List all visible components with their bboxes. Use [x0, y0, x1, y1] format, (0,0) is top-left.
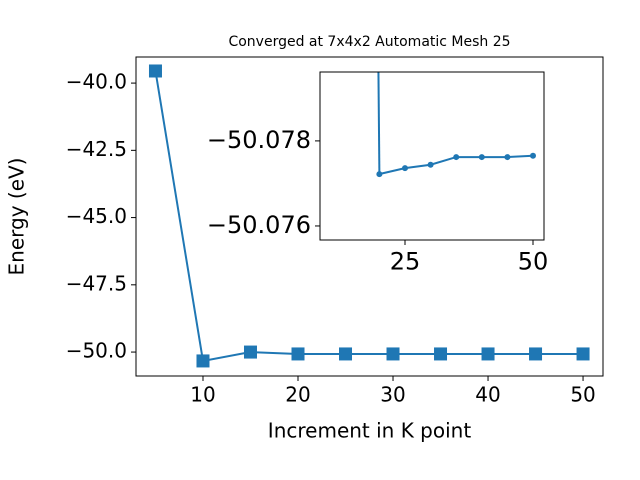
y-axis-label: Energy (eV) [5, 158, 29, 276]
marker [401, 165, 408, 172]
y-tick-label: −50.0 [66, 339, 127, 363]
axes-frame [135, 56, 604, 377]
marker [529, 152, 536, 159]
marker [434, 347, 448, 361]
marker [481, 347, 495, 361]
marker [291, 347, 305, 361]
marker [148, 64, 162, 78]
x-tick-label: 50 [570, 383, 595, 407]
y-tick-label: −42.5 [66, 137, 127, 161]
x-tick-label: 25 [390, 247, 421, 275]
marker [243, 345, 257, 359]
y-tick-label: −47.5 [66, 271, 127, 295]
offscale-segment [377, 72, 381, 175]
y-tick-label: −45.0 [66, 204, 127, 228]
marker [339, 347, 353, 361]
series-line [154, 70, 584, 363]
y-tick-label: −40.0 [66, 70, 127, 94]
x-axis-label: Increment in K point [268, 419, 472, 443]
x-tick-label: 30 [380, 383, 405, 407]
x-tick-label: 40 [475, 383, 500, 407]
x-tick-label: 20 [285, 383, 310, 407]
x-tick-label: 50 [518, 247, 549, 275]
marker [576, 347, 590, 361]
marker [453, 154, 460, 161]
marker [376, 171, 383, 178]
axes-frame [319, 71, 545, 241]
marker [427, 161, 434, 168]
marker [386, 347, 400, 361]
x-tick-label: 10 [190, 383, 215, 407]
marker [529, 347, 543, 361]
y-tick-label: −50.078 [207, 126, 311, 154]
marker [478, 154, 485, 161]
marker [504, 154, 511, 161]
y-tick-label: −50.076 [207, 211, 311, 239]
marker [196, 354, 210, 368]
plot-area [154, 70, 584, 363]
chart-title: Converged at 7x4x2 Automatic Mesh 25 [228, 34, 510, 50]
